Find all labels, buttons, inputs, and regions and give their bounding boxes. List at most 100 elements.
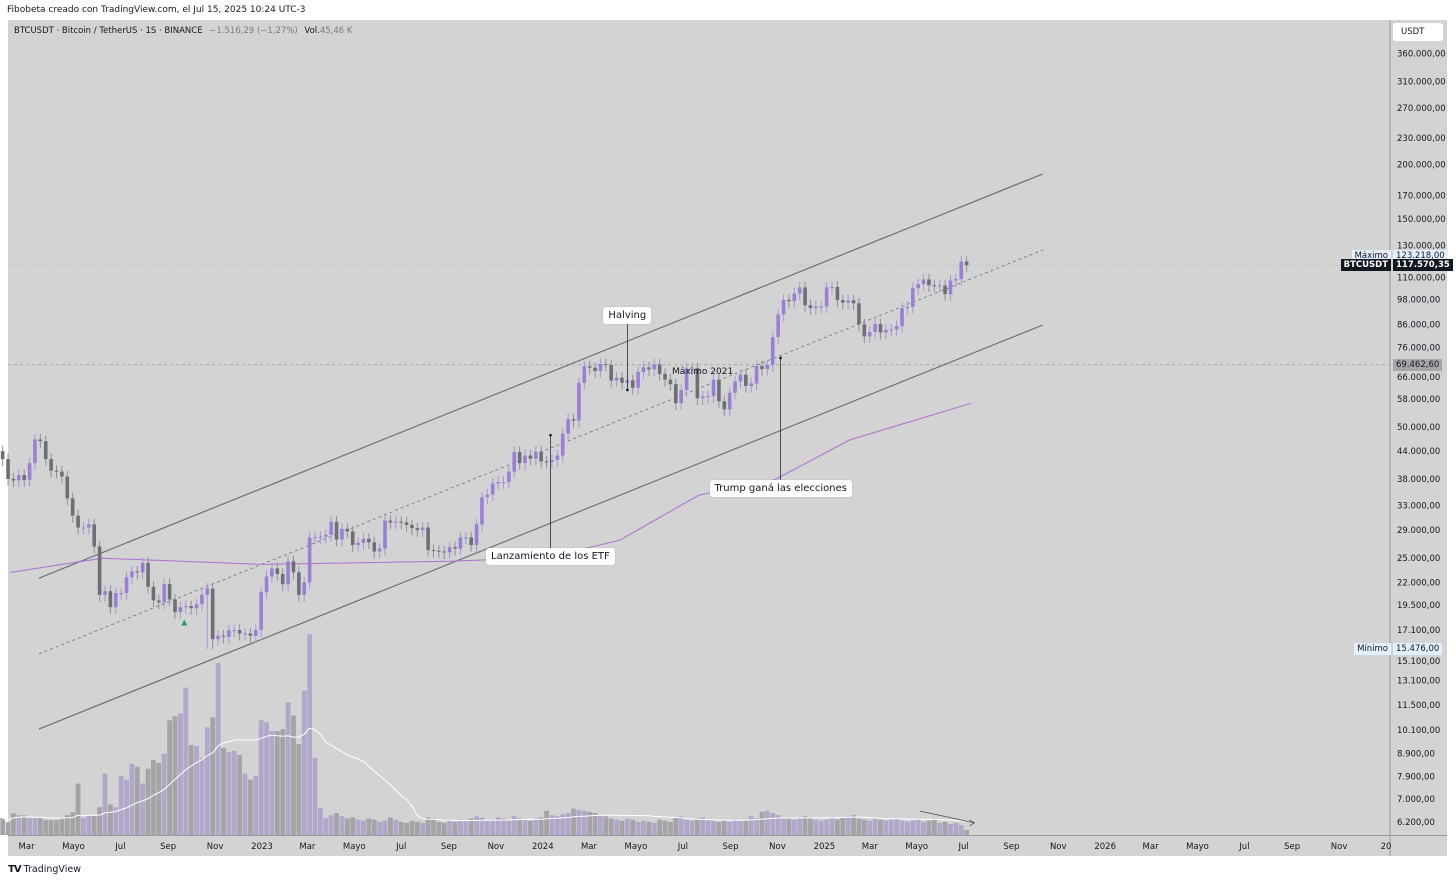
candle-body xyxy=(377,548,382,552)
time-tick-label: Sep xyxy=(1003,842,1019,852)
candle-body xyxy=(706,395,710,397)
candle-body xyxy=(243,633,247,635)
candle-body xyxy=(38,439,43,442)
etf-launch-callout[interactable]: Lanzamiento de los ETF xyxy=(486,548,615,566)
candle-body xyxy=(49,459,53,471)
price-tick-label: 8.900,00 xyxy=(1397,750,1435,760)
volume-bar xyxy=(113,807,119,835)
price-tick-label: 6.200,00 xyxy=(1397,818,1435,828)
volume-bar xyxy=(711,820,716,835)
volume-bar xyxy=(393,819,399,835)
volume-bar xyxy=(899,820,905,835)
time-tick-label: Mayo xyxy=(62,842,85,852)
price-tick-label: 10.100,00 xyxy=(1397,726,1440,736)
candle-body xyxy=(447,547,452,553)
trump-point xyxy=(779,356,782,360)
candles xyxy=(0,255,969,649)
volume-bar xyxy=(791,819,797,835)
candle-body xyxy=(814,306,818,309)
time-tick-label: Mayo xyxy=(343,842,366,852)
volume-bar xyxy=(0,818,6,835)
volume-bar xyxy=(204,727,210,835)
candle-body xyxy=(738,374,743,382)
volume-bar xyxy=(194,745,199,835)
volume-bar xyxy=(657,819,663,835)
candle-body xyxy=(151,586,156,601)
min-tag: Mínimo xyxy=(1354,642,1391,655)
candle-body xyxy=(183,606,188,608)
price-axis[interactable]: 360.000,00 310.000,00 270.000,00 230.000,00… xyxy=(1397,49,1446,828)
candle-body xyxy=(528,455,533,459)
candle-body xyxy=(647,367,651,370)
volume-bar xyxy=(598,815,603,835)
volume-bar xyxy=(37,818,43,835)
volume-bar xyxy=(770,813,776,835)
volume-bar xyxy=(221,747,226,835)
candle-body xyxy=(819,306,824,308)
volume-bar xyxy=(517,818,523,835)
candle-body xyxy=(652,364,657,370)
volume-bar xyxy=(161,753,167,835)
volume-bar xyxy=(689,820,695,835)
volume-bar xyxy=(775,815,781,835)
time-axis[interactable]: Mar Mayo Jul Sep Nov 2023 Mar Mayo Jul Sep Nov 2024… xyxy=(19,842,1392,852)
candle-body xyxy=(674,384,678,404)
volume-bar xyxy=(910,820,916,835)
volume-bar xyxy=(226,751,232,835)
volume-bar xyxy=(468,818,474,835)
volume-bar xyxy=(748,816,754,835)
volume-bar xyxy=(447,820,453,835)
candle-body xyxy=(216,635,220,640)
currency-button[interactable]: USDT xyxy=(1393,23,1443,41)
candle-body xyxy=(534,451,538,459)
volume-bar xyxy=(291,715,296,835)
volume-bar xyxy=(431,818,436,835)
volume-bar xyxy=(829,818,835,835)
candle-body xyxy=(485,494,490,498)
volume-bar xyxy=(242,773,248,835)
candle-body xyxy=(43,441,48,460)
candle-body xyxy=(770,337,775,365)
candle-body xyxy=(501,481,506,483)
candle-body xyxy=(140,562,145,573)
volume-bar xyxy=(872,818,878,835)
volume-bar xyxy=(414,821,420,835)
candle-body xyxy=(119,593,123,595)
volume-bar xyxy=(307,634,313,835)
price-tick-label: 29.000,00 xyxy=(1397,526,1440,536)
candle-body xyxy=(663,373,667,380)
candle-body xyxy=(490,483,495,495)
volume-bar xyxy=(851,815,856,835)
candle-body xyxy=(582,366,587,383)
volume-bar xyxy=(404,822,409,835)
volume-bar xyxy=(479,817,485,835)
time-tick-label: Nov xyxy=(1331,842,1348,852)
election-callout[interactable]: Trump ganá las elecciones xyxy=(709,479,852,497)
candle-body xyxy=(157,600,161,603)
volume-bar xyxy=(673,817,679,835)
candle-body xyxy=(884,329,888,333)
volume-bar xyxy=(54,820,59,835)
candle-body xyxy=(361,538,366,543)
candle-body xyxy=(420,527,425,531)
volume-bar xyxy=(328,815,334,835)
volume-bar xyxy=(81,818,86,835)
symbol-legend[interactable]: BTCUSDT · Bitcoin / TetherUS · 1S · BINA… xyxy=(14,26,352,36)
volume-bar xyxy=(926,820,932,835)
time-tick-label: Nov xyxy=(488,842,505,852)
volume-bar xyxy=(808,817,813,835)
price-tick-label: 33.000,00 xyxy=(1397,502,1440,512)
volume-bar xyxy=(528,820,533,835)
candle-body xyxy=(792,293,797,302)
candle-body xyxy=(787,299,791,302)
candle-body xyxy=(97,546,102,595)
halving-callout[interactable]: Halving xyxy=(603,307,652,325)
tradingview-logo[interactable]: TV TradingView xyxy=(8,864,81,875)
candle-body xyxy=(11,478,16,481)
volume-bar xyxy=(587,811,593,835)
candle-body xyxy=(410,524,414,529)
tradingview-logo-text: TradingView xyxy=(23,864,81,875)
candle-body xyxy=(259,592,263,631)
candle-body xyxy=(857,303,861,325)
